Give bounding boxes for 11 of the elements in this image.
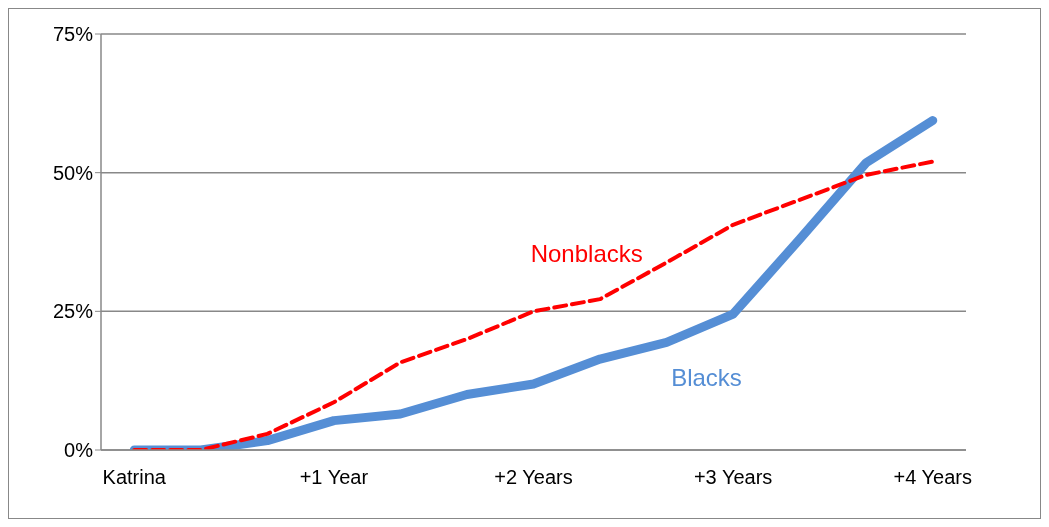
x-tick-label: +2 Years [494,466,573,489]
y-tick-label: 50% [52,161,94,184]
x-tick-label: +3 Years [693,466,773,489]
y-tick-label: 25% [52,300,94,323]
y-tick-label: 75% [52,23,94,46]
x-tick-label: +1 Year [299,466,369,489]
x-tick-label: +4 Years [893,466,972,489]
y-tick-label: 0% [64,439,94,462]
series-label: Blacks [671,364,742,392]
x-tick-label: Katrina [102,466,167,489]
series-label: Nonblacks [530,239,643,267]
